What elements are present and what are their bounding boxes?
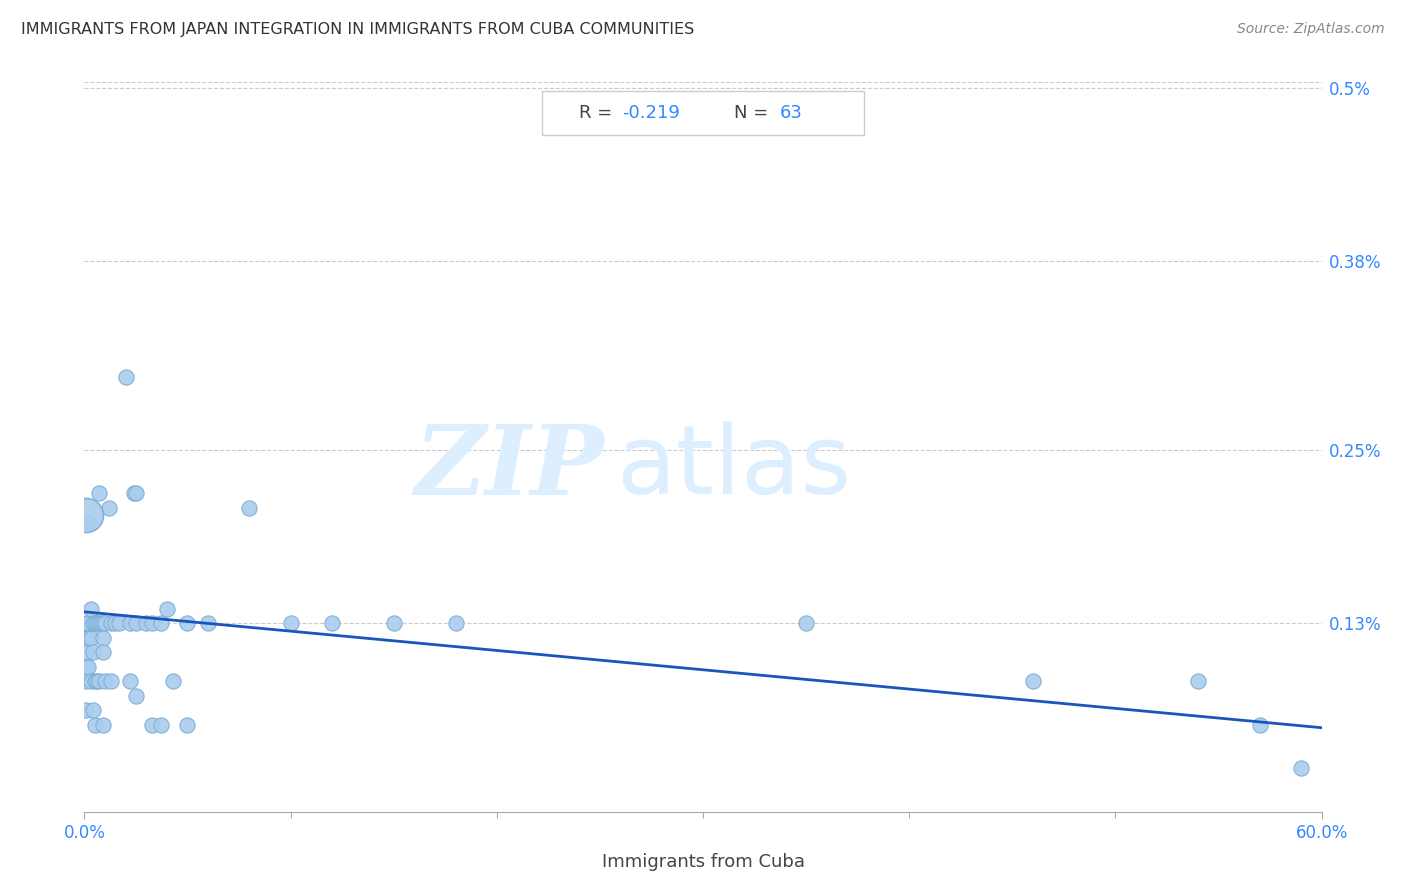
Text: -0.219: -0.219	[623, 104, 681, 122]
Point	[125, 689, 148, 703]
Point	[75, 660, 97, 674]
Point	[794, 616, 817, 631]
Point	[98, 500, 121, 515]
Point	[75, 508, 97, 522]
Point	[321, 616, 343, 631]
Point	[1187, 674, 1209, 689]
Point	[90, 616, 112, 631]
Point	[114, 370, 136, 384]
Point	[122, 486, 145, 500]
Point	[100, 674, 122, 689]
Point	[197, 616, 219, 631]
Point	[91, 616, 114, 631]
Point	[82, 616, 104, 631]
Point	[87, 674, 110, 689]
Point	[104, 616, 127, 631]
Point	[91, 718, 114, 732]
Point	[91, 645, 114, 659]
Point	[77, 631, 100, 645]
Point	[82, 645, 104, 659]
Point	[162, 674, 184, 689]
Point	[1249, 718, 1271, 732]
Point	[238, 500, 260, 515]
Point	[1022, 674, 1045, 689]
Point	[77, 616, 100, 631]
Point	[382, 616, 405, 631]
FancyBboxPatch shape	[543, 91, 863, 136]
Point	[77, 515, 100, 529]
Point	[1289, 761, 1312, 775]
Point	[83, 616, 105, 631]
Point	[141, 718, 163, 732]
Point	[149, 718, 172, 732]
Text: ZIP: ZIP	[415, 421, 605, 515]
Text: 63: 63	[780, 104, 803, 122]
Point	[79, 631, 101, 645]
Point	[83, 718, 105, 732]
Point	[86, 674, 108, 689]
Point	[75, 616, 97, 631]
Point	[118, 674, 141, 689]
Point	[75, 703, 97, 717]
Point	[125, 486, 148, 500]
Point	[86, 616, 108, 631]
Point	[79, 674, 101, 689]
Point	[83, 674, 105, 689]
Point	[176, 616, 198, 631]
Point	[94, 674, 117, 689]
Point	[77, 660, 100, 674]
Point	[100, 616, 122, 631]
Point	[94, 616, 117, 631]
Point	[135, 616, 157, 631]
Point	[87, 616, 110, 631]
X-axis label: Immigrants from Cuba: Immigrants from Cuba	[602, 853, 804, 871]
Point	[75, 645, 97, 659]
Point	[82, 703, 104, 717]
Point	[75, 674, 97, 689]
Text: N =: N =	[734, 104, 773, 122]
Text: atlas: atlas	[616, 421, 852, 515]
Point	[280, 616, 302, 631]
Point	[79, 602, 101, 616]
Point	[75, 631, 97, 645]
Text: Source: ZipAtlas.com: Source: ZipAtlas.com	[1237, 22, 1385, 37]
Point	[444, 616, 467, 631]
Point	[141, 616, 163, 631]
Point	[91, 631, 114, 645]
Point	[125, 616, 148, 631]
Point	[156, 602, 179, 616]
Point	[87, 486, 110, 500]
Text: IMMIGRANTS FROM JAPAN INTEGRATION IN IMMIGRANTS FROM CUBA COMMUNITIES: IMMIGRANTS FROM JAPAN INTEGRATION IN IMM…	[21, 22, 695, 37]
Point	[176, 718, 198, 732]
Point	[149, 616, 172, 631]
Point	[108, 616, 131, 631]
Point	[118, 616, 141, 631]
Text: R =: R =	[579, 104, 619, 122]
